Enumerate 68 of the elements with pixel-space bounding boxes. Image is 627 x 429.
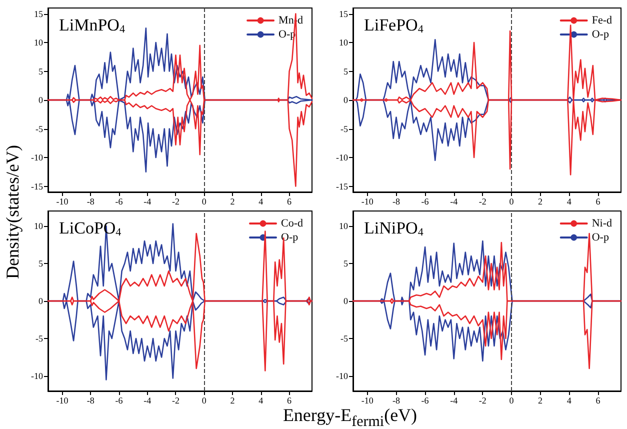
x-tick-label: 6	[596, 396, 601, 406]
y-tick-label: -5	[36, 334, 44, 344]
y-tick-label: 15	[34, 8, 44, 19]
x-tick-label: 6	[287, 196, 292, 206]
y-tick-label: 10	[339, 221, 348, 231]
x-tick-label: -6	[421, 196, 430, 206]
x-tick-label: -8	[86, 196, 95, 206]
y-tick-label: 10	[34, 38, 44, 48]
x-tick-label: -4	[450, 396, 458, 406]
x-tick-label: -10	[361, 196, 374, 206]
x-tick-label: 4	[566, 396, 572, 406]
x-tick-label: -10	[56, 396, 69, 406]
y-tick-label: 10	[34, 221, 44, 231]
y-tick-label: -5	[340, 124, 348, 134]
x-tick-label: -4	[144, 196, 152, 206]
y-tick-label: 5	[38, 258, 44, 268]
x-tick-label: -2	[172, 196, 180, 206]
x-tick-label: 0	[509, 196, 514, 206]
y-tick-label: -15	[31, 181, 44, 192]
legend-label: Ni-d	[592, 218, 612, 230]
x-tick-label: -8	[392, 196, 400, 206]
x-tick-label: 2	[538, 396, 543, 406]
legend-label: O-p	[592, 28, 610, 40]
y-tick-label: 0	[38, 95, 44, 105]
x-axis-title: Energy-E$_{fermi}$(eV)	[282, 405, 418, 429]
y-tick-label: -5	[36, 124, 44, 134]
x-tick-label: 0	[509, 396, 514, 406]
y-tick-label: 15	[339, 8, 348, 19]
x-tick-label: 2	[230, 396, 235, 406]
x-tick-label: -6	[421, 396, 430, 406]
y-tick-label: 0	[344, 95, 348, 105]
x-tick-label: 4	[566, 196, 572, 206]
x-tick-label: 2	[538, 196, 543, 206]
y-axis-title: Density(states/eV)	[2, 145, 24, 279]
y-tick-label: -10	[336, 371, 348, 381]
y-tick-label: 10	[339, 38, 348, 48]
x-tick-label: -4	[450, 196, 458, 206]
y-tick-label: 0	[38, 296, 44, 306]
x-tick-label: 4	[258, 396, 264, 406]
y-tick-label: 5	[344, 66, 348, 76]
y-tick-label: 5	[38, 66, 44, 76]
x-tick-label: 2	[230, 196, 235, 206]
x-tick-label: -4	[144, 396, 152, 406]
legend-label: Fe-d	[592, 14, 612, 26]
x-tick-label: -2	[172, 396, 180, 406]
y-tick-label: -10	[31, 152, 44, 162]
x-tick-label: 6	[287, 396, 292, 406]
x-tick-label: -6	[115, 396, 124, 406]
x-tick-label: -8	[392, 396, 400, 406]
x-tick-label: -2	[478, 396, 486, 406]
y-tick-label: -10	[336, 152, 348, 162]
x-tick-label: -10	[361, 396, 374, 406]
y-tick-label: -10	[31, 371, 44, 381]
x-tick-label: 0	[202, 196, 207, 206]
x-tick-label: -10	[56, 196, 69, 206]
x-tick-label: -2	[478, 196, 486, 206]
legend-label: O-p	[281, 232, 299, 244]
y-tick-label: 0	[344, 296, 348, 306]
y-tick-label: 5	[344, 258, 348, 268]
y-tick-label: -5	[340, 334, 348, 344]
y-tick-label: -15	[336, 181, 348, 192]
x-tick-label: 4	[258, 196, 264, 206]
x-tick-label: -6	[115, 196, 124, 206]
x-tick-label: -8	[86, 396, 95, 406]
x-tick-label: 6	[596, 196, 601, 206]
legend-label: O-p	[592, 232, 610, 244]
x-tick-label: 0	[202, 396, 207, 406]
legend-label: Co-d	[281, 218, 304, 230]
